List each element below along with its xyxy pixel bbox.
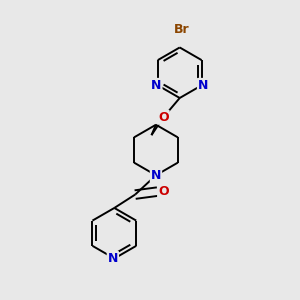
Text: N: N (198, 79, 208, 92)
Text: Br: Br (173, 22, 189, 36)
Text: N: N (151, 79, 161, 92)
Text: O: O (158, 111, 169, 124)
Text: N: N (108, 252, 118, 265)
Text: O: O (158, 185, 169, 198)
Text: N: N (151, 169, 161, 182)
